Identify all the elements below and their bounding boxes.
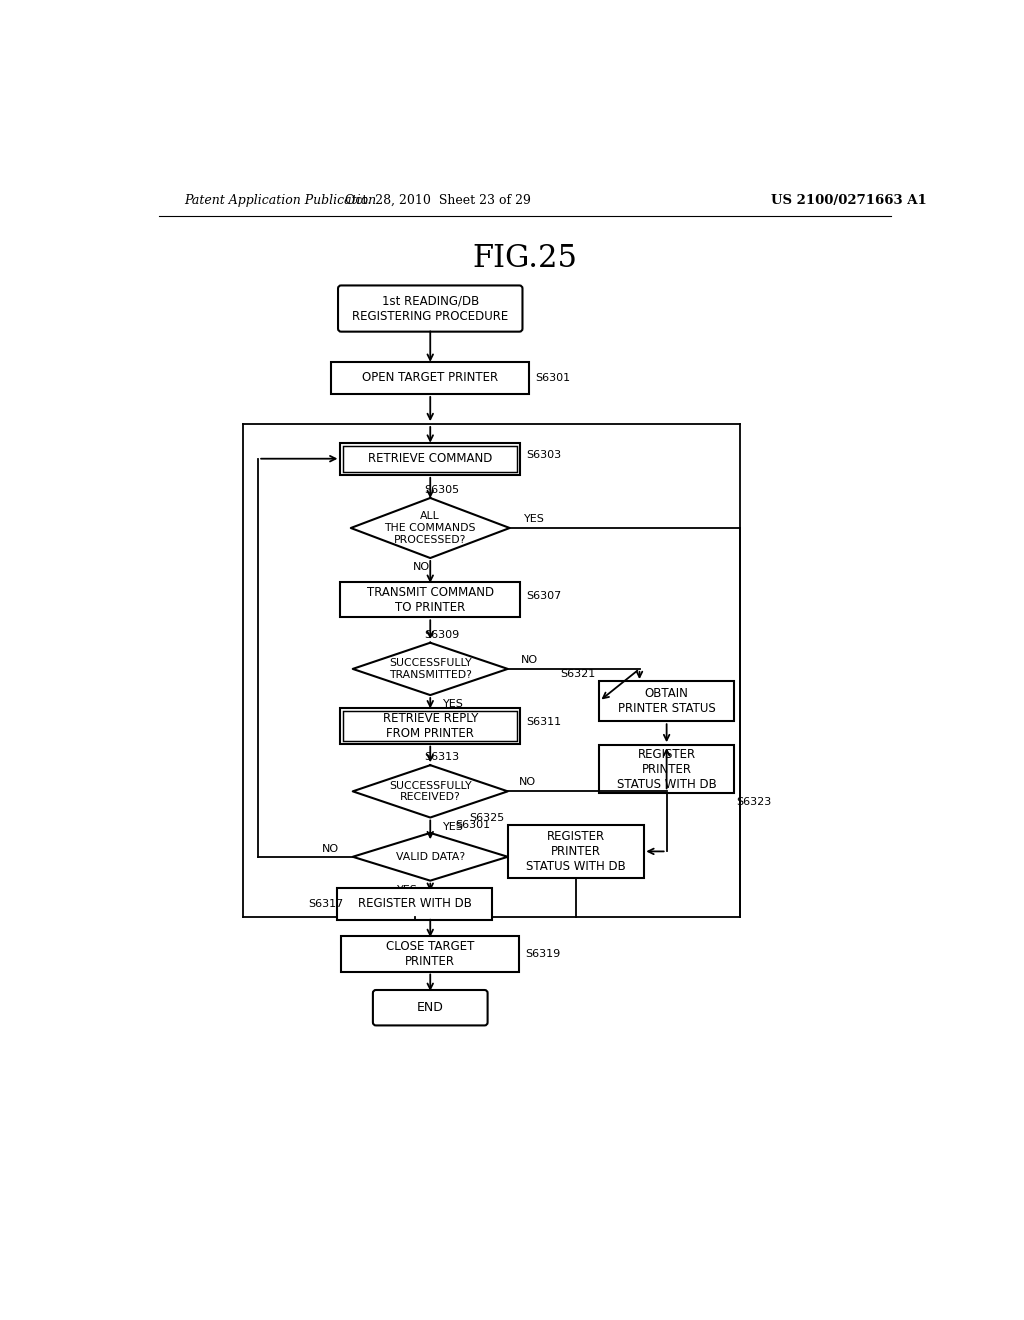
Text: S6303: S6303 (526, 450, 561, 459)
Text: S6305: S6305 (424, 486, 460, 495)
Text: US 2100/0271663 A1: US 2100/0271663 A1 (771, 194, 927, 207)
Bar (343, 446, 517, 471)
Text: S6317: S6317 (308, 899, 343, 908)
Text: S6321: S6321 (560, 668, 595, 678)
Bar (599, 744, 734, 793)
Text: OBTAIN
PRINTER STATUS: OBTAIN PRINTER STATUS (617, 688, 716, 715)
Text: FIG.25: FIG.25 (472, 243, 578, 275)
Polygon shape (351, 498, 510, 558)
Bar (508, 825, 644, 878)
Bar (340, 709, 520, 743)
Text: RETRIEVE REPLY
FROM PRINTER: RETRIEVE REPLY FROM PRINTER (383, 711, 478, 741)
Text: END: END (417, 1001, 443, 1014)
Text: SUCCESSFULLY
TRANSMITTED?: SUCCESSFULLY TRANSMITTED? (389, 659, 472, 680)
Text: REGISTER
PRINTER
STATUS WITH DB: REGISTER PRINTER STATUS WITH DB (526, 830, 626, 873)
Text: Patent Application Publication: Patent Application Publication (183, 194, 376, 207)
Bar (332, 362, 529, 395)
Text: NO: NO (521, 655, 538, 665)
Bar (599, 681, 734, 721)
Polygon shape (352, 766, 508, 817)
Text: YES: YES (523, 513, 545, 524)
Text: REGISTER WITH DB: REGISTER WITH DB (357, 898, 472, 911)
Text: YES: YES (396, 884, 418, 895)
Text: YES: YES (443, 700, 464, 709)
Text: S6309: S6309 (424, 630, 460, 640)
Text: 1st READING/DB
REGISTERING PROCEDURE: 1st READING/DB REGISTERING PROCEDURE (352, 294, 508, 322)
Text: S6313: S6313 (424, 752, 460, 763)
Text: S6311: S6311 (526, 717, 561, 727)
Text: S6301: S6301 (535, 372, 570, 383)
Text: S6319: S6319 (525, 949, 561, 958)
Text: S6301: S6301 (456, 820, 490, 830)
Text: OPEN TARGET PRINTER: OPEN TARGET PRINTER (362, 371, 499, 384)
Text: NO: NO (518, 777, 536, 787)
Bar (340, 582, 520, 618)
Polygon shape (352, 833, 508, 880)
Text: Oct. 28, 2010  Sheet 23 of 29: Oct. 28, 2010 Sheet 23 of 29 (345, 194, 530, 207)
Text: TRANSMIT COMMAND
TO PRINTER: TRANSMIT COMMAND TO PRINTER (367, 586, 494, 614)
Text: NO: NO (413, 562, 429, 573)
Text: NO: NO (322, 843, 339, 854)
Text: RETRIEVE COMMAND: RETRIEVE COMMAND (368, 453, 493, 465)
Text: VALID DATA?: VALID DATA? (395, 851, 465, 862)
Bar (341, 936, 519, 972)
Bar (337, 887, 493, 920)
Bar (340, 442, 520, 475)
Polygon shape (352, 643, 508, 696)
Text: S6307: S6307 (526, 591, 561, 601)
FancyBboxPatch shape (373, 990, 487, 1026)
Text: ALL
THE COMMANDS
PROCESSED?: ALL THE COMMANDS PROCESSED? (384, 511, 476, 545)
Text: SUCCESSFULLY
RECEIVED?: SUCCESSFULLY RECEIVED? (389, 780, 472, 803)
Text: REGISTER
PRINTER
STATUS WITH DB: REGISTER PRINTER STATUS WITH DB (616, 747, 717, 791)
Text: S6325: S6325 (469, 813, 505, 822)
Bar (343, 711, 517, 741)
Text: S6323: S6323 (736, 797, 772, 807)
Text: CLOSE TARGET
PRINTER: CLOSE TARGET PRINTER (386, 940, 474, 968)
FancyBboxPatch shape (338, 285, 522, 331)
Text: YES: YES (443, 822, 464, 832)
